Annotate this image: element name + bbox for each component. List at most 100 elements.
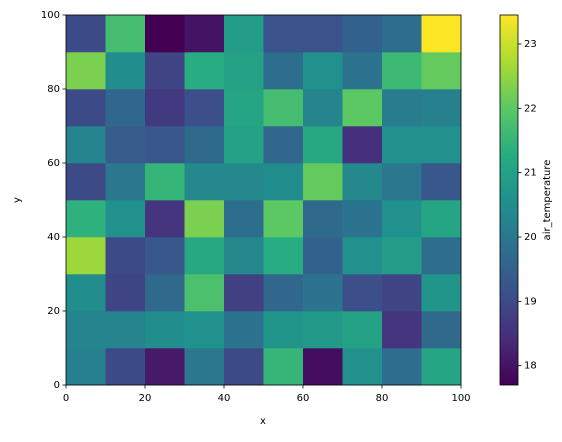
cell xyxy=(184,348,225,386)
cell xyxy=(105,52,146,90)
cell xyxy=(342,163,383,201)
cell xyxy=(184,126,225,164)
cell xyxy=(263,89,304,127)
cell xyxy=(382,348,422,386)
cell xyxy=(105,89,146,127)
cell xyxy=(342,15,383,53)
cell xyxy=(421,237,462,275)
cell xyxy=(66,89,106,127)
cell xyxy=(382,126,422,164)
cell xyxy=(382,52,422,90)
cell xyxy=(303,89,343,127)
colorbar-tick-label: 23 xyxy=(524,39,537,50)
cell xyxy=(184,89,225,127)
cell xyxy=(421,274,462,312)
cell xyxy=(184,311,225,349)
cell xyxy=(421,52,462,90)
cell xyxy=(224,274,264,312)
cell xyxy=(263,311,304,349)
cell xyxy=(421,15,462,53)
cell xyxy=(224,311,264,349)
cell xyxy=(66,15,106,53)
cell xyxy=(105,311,146,349)
cell xyxy=(145,348,185,386)
cell xyxy=(382,274,422,312)
cell xyxy=(145,15,185,53)
cell xyxy=(342,52,383,90)
cell xyxy=(303,311,343,349)
cell xyxy=(105,274,146,312)
cell xyxy=(303,15,343,53)
cell xyxy=(342,237,383,275)
cell xyxy=(105,126,146,164)
x-tick-label: 80 xyxy=(376,393,389,404)
y-axis-label: y xyxy=(12,197,23,203)
cell xyxy=(263,126,304,164)
cell xyxy=(105,163,146,201)
cell xyxy=(66,52,106,90)
y-tick-label: 0 xyxy=(54,380,60,391)
cell xyxy=(145,89,185,127)
cell xyxy=(303,237,343,275)
cell xyxy=(303,52,343,90)
y-tick-label: 60 xyxy=(47,158,60,169)
cell xyxy=(342,126,383,164)
colorbar-tick-label: 21 xyxy=(524,168,537,179)
cell xyxy=(224,89,264,127)
cell xyxy=(421,163,462,201)
cell xyxy=(263,348,304,386)
cell xyxy=(105,15,146,53)
cell xyxy=(382,200,422,238)
cell xyxy=(66,274,106,312)
cell xyxy=(303,126,343,164)
colorbar-tick-label: 22 xyxy=(524,103,537,114)
cell xyxy=(66,163,106,201)
cell xyxy=(224,200,264,238)
colorbar xyxy=(499,14,519,386)
x-tick-label: 100 xyxy=(451,393,470,404)
cell xyxy=(342,274,383,312)
x-axis-label: x xyxy=(260,416,266,427)
x-tick-label: 0 xyxy=(63,393,69,404)
cell xyxy=(224,52,264,90)
colorbar-tick-label: 19 xyxy=(524,296,537,307)
cell xyxy=(184,274,225,312)
cell xyxy=(184,237,225,275)
cell xyxy=(263,52,304,90)
cell xyxy=(145,163,185,201)
y-tick-label: 80 xyxy=(47,84,60,95)
cell xyxy=(382,15,422,53)
cell xyxy=(145,274,185,312)
cell xyxy=(145,237,185,275)
x-tick-label: 40 xyxy=(218,393,231,404)
cell xyxy=(421,311,462,349)
colorbar-tick-label: 20 xyxy=(524,232,537,243)
cell xyxy=(342,200,383,238)
cell xyxy=(66,348,106,386)
cell xyxy=(303,348,343,386)
cell xyxy=(303,163,343,201)
x-tick-label: 60 xyxy=(297,393,310,404)
cell xyxy=(421,126,462,164)
cell xyxy=(224,15,264,53)
cell xyxy=(421,89,462,127)
cell xyxy=(105,348,146,386)
cell xyxy=(342,348,383,386)
cell xyxy=(263,237,304,275)
cell xyxy=(263,163,304,201)
cell xyxy=(382,163,422,201)
cell xyxy=(66,126,106,164)
cell xyxy=(66,200,106,238)
y-tick-label: 20 xyxy=(47,306,60,317)
y-tick-label: 40 xyxy=(47,232,60,243)
colorbar-tick-label: 18 xyxy=(524,361,537,372)
cell xyxy=(263,15,304,53)
cell xyxy=(224,348,264,386)
y-tick-label: 100 xyxy=(41,10,60,21)
cell xyxy=(145,200,185,238)
cell xyxy=(145,311,185,349)
cell xyxy=(303,274,343,312)
cell xyxy=(105,200,146,238)
cell xyxy=(224,237,264,275)
